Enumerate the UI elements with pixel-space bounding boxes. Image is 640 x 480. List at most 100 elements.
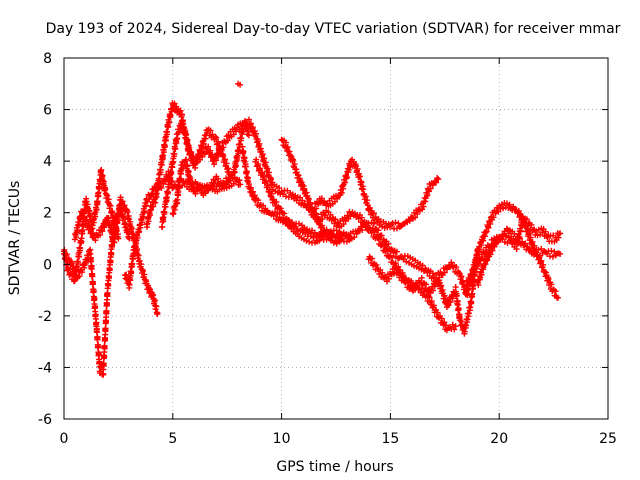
data-point [356, 173, 363, 180]
data-point [540, 261, 547, 268]
data-point [291, 161, 298, 168]
data-point [192, 164, 199, 171]
data-point [385, 240, 392, 247]
data-point [215, 138, 222, 145]
data-point [330, 239, 337, 246]
data-point [128, 269, 135, 276]
data-point [524, 243, 531, 250]
data-point [422, 266, 429, 273]
data-point [318, 234, 325, 241]
data-point [429, 270, 436, 277]
data-point [463, 322, 470, 329]
data-point [99, 228, 106, 235]
x-tick-label: 0 [60, 431, 69, 447]
data-point [261, 173, 268, 180]
data-point [249, 188, 256, 195]
data-point [114, 216, 121, 223]
data-point [189, 180, 196, 187]
data-point [423, 281, 430, 288]
data-point [187, 175, 194, 182]
data-point [252, 130, 259, 137]
data-point [187, 149, 194, 156]
data-point [207, 127, 214, 134]
data-point [464, 292, 471, 299]
data-point [71, 277, 78, 284]
data-point [465, 310, 472, 317]
data-point [313, 205, 320, 212]
data-point [539, 229, 546, 236]
data-point [171, 150, 178, 157]
data-point [138, 219, 145, 226]
data-point [436, 274, 443, 281]
plot-area-border [63, 57, 609, 420]
data-point [392, 264, 399, 271]
data-point [259, 169, 266, 176]
data-point [557, 250, 564, 257]
data-point [469, 290, 476, 297]
data-point [334, 195, 341, 202]
data-point [83, 218, 90, 225]
data-point [153, 303, 160, 310]
data-point [529, 238, 536, 245]
data-point [433, 179, 440, 186]
data-point [491, 243, 498, 250]
data-point [332, 216, 339, 223]
data-point [464, 316, 471, 323]
data-point [360, 186, 367, 193]
data-point [229, 174, 236, 181]
data-point [453, 264, 460, 271]
data-point [128, 224, 135, 231]
data-point [104, 192, 111, 199]
x-tick-label: 25 [599, 431, 617, 447]
data-point [316, 237, 323, 244]
data-point [545, 275, 552, 282]
data-point [310, 234, 317, 241]
data-point [113, 225, 120, 232]
data-point [176, 128, 183, 135]
data-point [281, 210, 288, 217]
data-point [435, 176, 442, 183]
data-point [264, 182, 271, 189]
data-point [277, 205, 284, 212]
data-point [94, 336, 101, 343]
data-point [94, 198, 101, 205]
data-point [327, 211, 334, 218]
data-point [419, 262, 426, 269]
data-point [535, 246, 542, 253]
data-point [370, 220, 377, 227]
data-point [256, 140, 263, 147]
data-point [263, 177, 270, 184]
data-point [86, 207, 93, 214]
data-point [207, 147, 214, 154]
series-sat-j [278, 136, 459, 334]
data-point [75, 259, 82, 266]
data-point [511, 230, 518, 237]
data-point [487, 251, 494, 258]
data-point [213, 157, 220, 164]
data-point [344, 212, 351, 219]
data-point [548, 281, 555, 288]
data-point [400, 274, 407, 281]
data-point [270, 212, 277, 219]
data-point [441, 319, 448, 326]
data-point [164, 128, 171, 135]
data-point [441, 269, 448, 276]
data-point [434, 175, 441, 182]
data-point [531, 242, 538, 249]
data-point [259, 151, 266, 158]
data-point [261, 155, 268, 162]
data-point [526, 230, 533, 237]
data-point [255, 160, 262, 167]
y-tick-label: 2 [43, 206, 52, 222]
data-point [200, 140, 207, 147]
data-points [61, 80, 564, 378]
data-point [319, 216, 326, 223]
data-point [513, 246, 520, 253]
data-point [397, 270, 404, 277]
data-point [255, 197, 262, 204]
data-point [213, 134, 220, 141]
data-point [516, 233, 523, 240]
data-point [301, 185, 308, 192]
data-point [262, 205, 269, 212]
data-point [231, 169, 238, 176]
